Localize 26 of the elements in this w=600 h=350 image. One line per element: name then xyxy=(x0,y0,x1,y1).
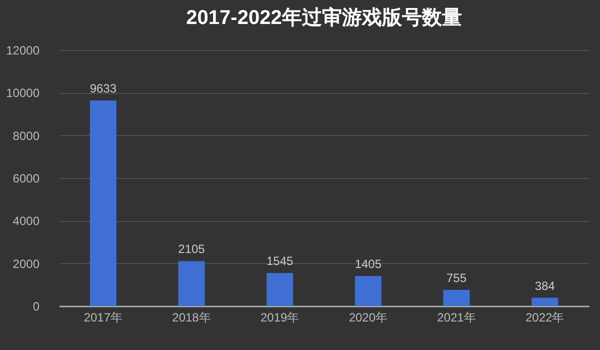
y-tick-label: 10000 xyxy=(6,86,40,100)
x-tick-label: 2017年 xyxy=(84,310,123,324)
bar xyxy=(532,298,558,306)
x-tick-label: 2021年 xyxy=(437,310,476,324)
y-tick-label: 6000 xyxy=(12,172,40,186)
data-label: 1405 xyxy=(354,257,382,272)
y-tick-label: 4000 xyxy=(12,214,40,228)
data-label: 9633 xyxy=(90,81,117,96)
data-label: 384 xyxy=(534,278,556,293)
x-tick-label: 2018年 xyxy=(172,310,211,324)
y-tick-label: 12000 xyxy=(6,44,40,58)
data-label: 1545 xyxy=(266,254,294,268)
y-tick-label: 0 xyxy=(32,300,40,314)
data-label: 2105 xyxy=(178,242,206,256)
x-tick-label: 2020年 xyxy=(348,310,388,324)
bar xyxy=(354,276,382,306)
x-tick-label: 2022年 xyxy=(525,310,564,324)
data-label: 755 xyxy=(446,270,467,285)
bar xyxy=(178,261,205,306)
bar xyxy=(443,290,470,306)
bar xyxy=(266,273,294,306)
y-tick-label: 2000 xyxy=(12,256,40,271)
x-tick-label: 2019年 xyxy=(260,310,300,324)
y-tick-label: 8000 xyxy=(12,128,40,143)
chart-title: 2017-2022年过审游戏版号数量 xyxy=(186,6,462,29)
bar xyxy=(90,100,116,306)
